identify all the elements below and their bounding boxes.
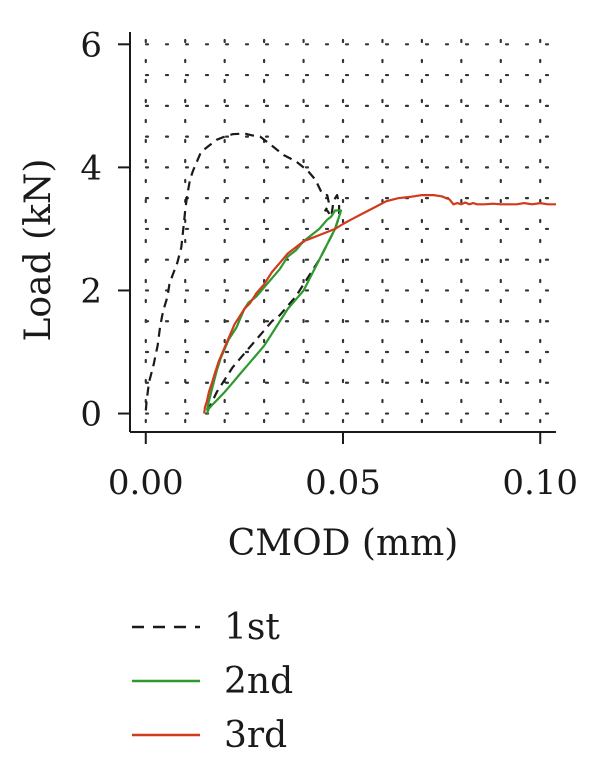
legend-label-1: 1st: [224, 607, 280, 648]
legend-label-2: 2nd: [224, 661, 293, 702]
grid: [144, 38, 554, 430]
axes: [129, 32, 556, 433]
series-lines: [144, 132, 556, 414]
series-line-1: [144, 132, 341, 412]
legend: 1st 2nd 3rd: [132, 607, 293, 756]
tick-labels: 0 2 4 6 0.00 0.05 0.10: [80, 25, 578, 503]
y-tick-label-2: 4: [80, 148, 102, 188]
x-axis-label: CMOD (mm): [228, 523, 459, 564]
x-tick-label-1: 0.05: [305, 463, 381, 503]
x-tick-label-0: 0.00: [108, 463, 184, 503]
y-tick-label-1: 2: [80, 271, 102, 311]
series-line-2: [205, 209, 343, 414]
y-axis-label: Load (kN): [18, 159, 59, 342]
legend-label-3: 3rd: [224, 715, 287, 756]
x-tick-label-2: 0.10: [502, 463, 578, 503]
y-tick-label-0: 0: [80, 395, 102, 435]
ticks: [118, 43, 542, 444]
series-line-3: [203, 194, 556, 414]
y-tick-label-3: 6: [80, 25, 102, 65]
